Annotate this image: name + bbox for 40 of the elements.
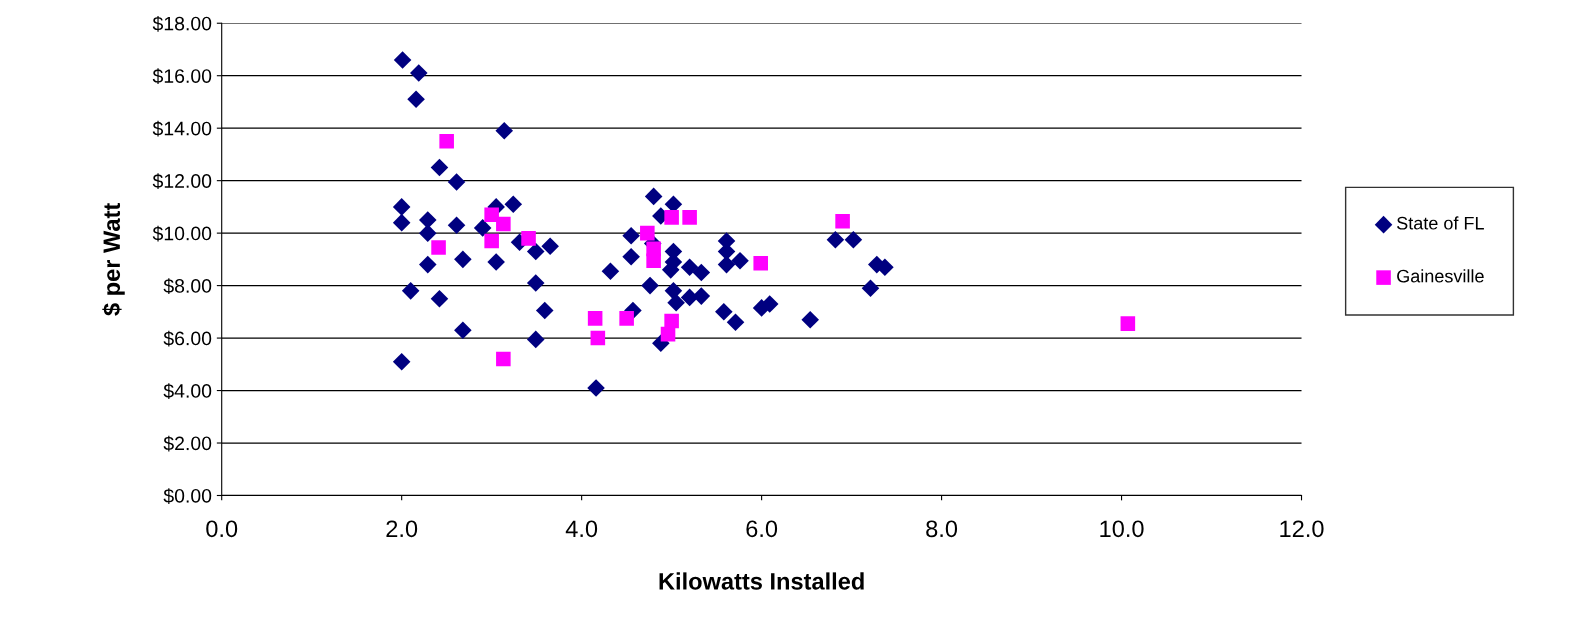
y-tick-label: $14.00	[152, 120, 212, 137]
point	[521, 231, 536, 246]
point	[484, 207, 499, 223]
y-tick-label: $18.00	[152, 15, 212, 32]
y-tick-label: $8.00	[163, 278, 212, 294]
x-tick-label: 6.0	[746, 520, 778, 538]
x-tick-label: 2.0	[386, 520, 418, 538]
point	[1120, 316, 1136, 331]
point	[431, 240, 446, 255]
y-tick-label: $6.00	[163, 330, 212, 347]
y-tick-label: $16.00	[152, 68, 212, 85]
x-tick-label: 8.0	[926, 520, 958, 538]
point	[640, 225, 655, 241]
point	[587, 311, 603, 326]
point	[753, 256, 768, 271]
y-tick-label: $4.00	[163, 383, 212, 399]
point	[646, 253, 661, 268]
point	[619, 311, 634, 326]
point	[484, 233, 499, 249]
legend-label: Gainesville	[1397, 269, 1484, 283]
x-tick-label: 0.0	[206, 520, 238, 538]
point	[496, 351, 511, 367]
point	[590, 330, 606, 346]
x-tick-label: 10.0	[1100, 520, 1144, 538]
point	[439, 134, 454, 149]
point	[496, 216, 511, 232]
x-tick-label: 4.0	[565, 520, 598, 538]
point	[660, 326, 676, 342]
point	[835, 214, 850, 229]
x-axis-title: Kilowatts Installed	[659, 572, 864, 590]
legend-label: State of FL	[1397, 216, 1484, 230]
y-axis-title: $ per Watt	[102, 203, 125, 316]
y-tick-label: $0.00	[163, 488, 212, 504]
y-tick-label: $10.00	[152, 225, 212, 242]
y-tick-label: $12.00	[152, 173, 212, 190]
point	[664, 210, 679, 225]
x-tick-label: 12.0	[1280, 520, 1324, 538]
point	[664, 313, 679, 329]
point	[682, 210, 697, 225]
y-tick-label: $2.00	[163, 435, 212, 452]
